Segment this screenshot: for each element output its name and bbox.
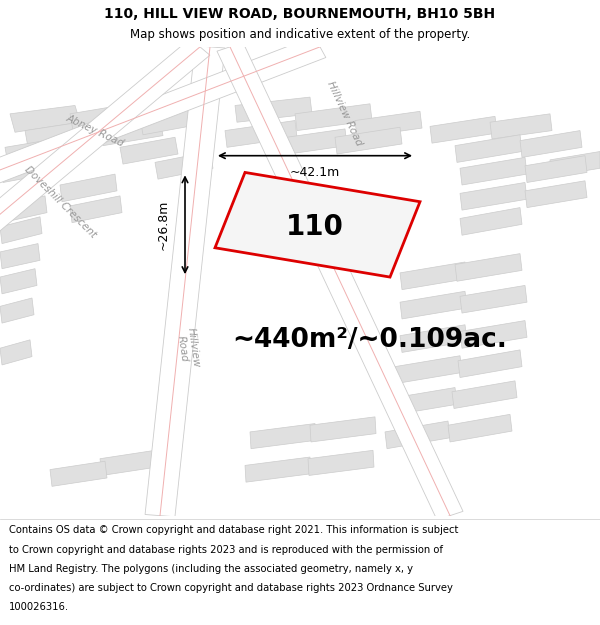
Polygon shape xyxy=(0,217,42,244)
Polygon shape xyxy=(295,104,372,131)
Polygon shape xyxy=(460,286,527,313)
Text: ~440m²/~0.109ac.: ~440m²/~0.109ac. xyxy=(233,327,508,353)
Polygon shape xyxy=(10,106,80,132)
Text: ~26.8m: ~26.8m xyxy=(157,199,170,250)
Polygon shape xyxy=(455,135,522,162)
Polygon shape xyxy=(525,156,587,182)
Polygon shape xyxy=(215,173,420,277)
Polygon shape xyxy=(430,116,497,143)
Polygon shape xyxy=(400,291,467,319)
Polygon shape xyxy=(520,131,582,158)
Polygon shape xyxy=(452,381,517,409)
Text: to Crown copyright and database rights 2023 and is reproduced with the permissio: to Crown copyright and database rights 2… xyxy=(9,544,443,554)
Text: Doveshill Crescent: Doveshill Crescent xyxy=(22,164,98,239)
Polygon shape xyxy=(550,151,600,177)
Polygon shape xyxy=(0,39,210,264)
Polygon shape xyxy=(140,108,198,135)
Polygon shape xyxy=(235,97,312,122)
Text: Contains OS data © Crown copyright and database right 2021. This information is : Contains OS data © Crown copyright and d… xyxy=(9,526,458,536)
Polygon shape xyxy=(0,269,37,294)
Polygon shape xyxy=(400,262,467,289)
Text: Abney Road: Abney Road xyxy=(64,112,125,148)
Text: HM Land Registry. The polygons (including the associated geometry, namely x, y: HM Land Registry. The polygons (includin… xyxy=(9,564,413,574)
Text: Hillview Road: Hillview Road xyxy=(326,80,364,148)
Polygon shape xyxy=(0,340,32,365)
Text: ~42.1m: ~42.1m xyxy=(290,166,340,179)
Polygon shape xyxy=(460,321,527,348)
Polygon shape xyxy=(145,46,225,517)
Polygon shape xyxy=(395,356,462,383)
Polygon shape xyxy=(275,129,347,156)
Polygon shape xyxy=(390,388,457,415)
Polygon shape xyxy=(400,325,467,352)
Text: Hillview
Road: Hillview Road xyxy=(175,327,202,369)
Polygon shape xyxy=(448,414,512,442)
Polygon shape xyxy=(70,196,122,222)
Polygon shape xyxy=(458,350,522,378)
Text: 110, HILL VIEW ROAD, BOURNEMOUTH, BH10 5BH: 110, HILL VIEW ROAD, BOURNEMOUTH, BH10 5… xyxy=(104,7,496,21)
Polygon shape xyxy=(217,42,463,520)
Polygon shape xyxy=(250,424,316,449)
Polygon shape xyxy=(335,127,402,154)
Polygon shape xyxy=(225,121,297,148)
Polygon shape xyxy=(308,451,374,476)
Polygon shape xyxy=(460,158,527,185)
Polygon shape xyxy=(355,111,422,138)
Polygon shape xyxy=(100,119,163,146)
Polygon shape xyxy=(460,208,522,235)
Polygon shape xyxy=(0,244,40,269)
Polygon shape xyxy=(155,151,213,179)
Text: 110: 110 xyxy=(286,213,344,241)
Polygon shape xyxy=(525,181,587,208)
Polygon shape xyxy=(0,196,47,222)
Polygon shape xyxy=(5,139,58,164)
Polygon shape xyxy=(460,182,527,210)
Polygon shape xyxy=(310,417,376,442)
Text: 100026316.: 100026316. xyxy=(9,602,69,612)
Polygon shape xyxy=(100,451,157,476)
Text: Map shows position and indicative extent of the property.: Map shows position and indicative extent… xyxy=(130,28,470,41)
Polygon shape xyxy=(455,254,522,281)
Polygon shape xyxy=(490,114,552,139)
Text: co-ordinates) are subject to Crown copyright and database rights 2023 Ordnance S: co-ordinates) are subject to Crown copyr… xyxy=(9,583,453,593)
Polygon shape xyxy=(245,457,311,482)
Polygon shape xyxy=(25,122,83,148)
Polygon shape xyxy=(120,138,178,164)
Polygon shape xyxy=(70,104,133,131)
Polygon shape xyxy=(385,421,450,449)
Polygon shape xyxy=(0,36,326,200)
Polygon shape xyxy=(0,160,48,182)
Polygon shape xyxy=(50,461,107,486)
Polygon shape xyxy=(60,174,117,202)
Polygon shape xyxy=(0,298,34,323)
